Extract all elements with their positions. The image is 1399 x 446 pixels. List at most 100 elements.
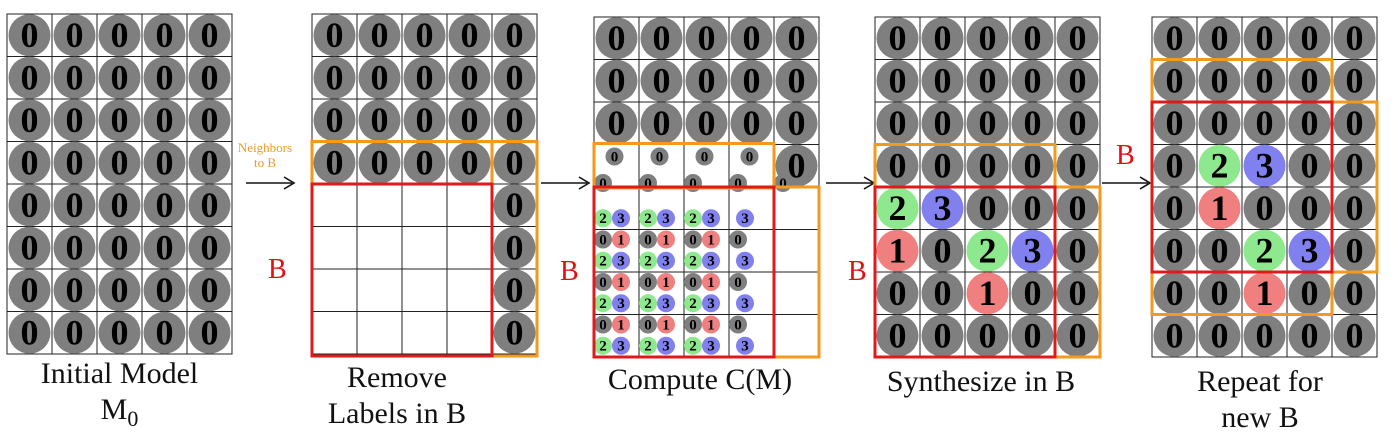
token-0: 0 xyxy=(1056,144,1099,187)
token-circle xyxy=(1333,272,1376,315)
small-token-3: 3 xyxy=(612,336,630,355)
token-2: 2 xyxy=(876,187,919,230)
token-circle xyxy=(921,187,964,230)
token-label: 3 xyxy=(617,211,625,227)
token-0: 0 xyxy=(98,311,141,354)
token-label: 1 xyxy=(617,275,625,291)
small-token-3: 3 xyxy=(736,251,754,270)
token-circle xyxy=(53,311,96,354)
token-label: 0 xyxy=(979,146,997,186)
token-0: 0 xyxy=(143,226,186,269)
token-0: 0 xyxy=(8,311,51,354)
token-0: 0 xyxy=(53,311,96,354)
token-label: 0 xyxy=(644,275,652,291)
token-label: 0 xyxy=(934,316,952,356)
token-circle xyxy=(695,147,714,166)
token-circle xyxy=(1333,229,1376,272)
grid-cell xyxy=(356,268,403,312)
token-label: 0 xyxy=(653,61,671,101)
token-0: 0 xyxy=(876,17,919,60)
token-circle xyxy=(736,209,754,228)
token-0: 0 xyxy=(921,229,964,272)
small-token-1: 1 xyxy=(612,230,630,249)
token-0: 0 xyxy=(98,184,141,227)
token-circle xyxy=(1243,102,1286,145)
token-label: 3 xyxy=(707,339,715,355)
token-circle xyxy=(98,311,141,354)
token-0: 0 xyxy=(53,226,96,269)
token-0: 0 xyxy=(1011,102,1054,145)
token-label: 0 xyxy=(608,61,626,101)
token-label: 0 xyxy=(1166,146,1184,186)
token-circle xyxy=(1011,59,1054,102)
token-0: 0 xyxy=(403,14,446,57)
small-token-0: 0 xyxy=(695,147,714,166)
token-label: 0 xyxy=(156,228,174,268)
grid-cell xyxy=(311,268,358,312)
token-circle xyxy=(594,230,612,249)
token-label: 0 xyxy=(599,232,607,248)
grid-cell xyxy=(401,268,448,312)
token-0: 0 xyxy=(98,99,141,142)
token-circle xyxy=(730,102,773,145)
token-label: 0 xyxy=(1069,316,1087,356)
token-label: 0 xyxy=(111,100,129,140)
token-0: 0 xyxy=(1153,272,1196,315)
token-circle xyxy=(876,187,919,230)
token-label: 3 xyxy=(741,254,749,270)
token-0: 0 xyxy=(8,99,51,142)
token-0: 0 xyxy=(685,102,728,145)
small-token-3: 3 xyxy=(612,294,630,313)
token-label: 3 xyxy=(934,188,952,228)
caption-initial-line1: Initial Model xyxy=(40,357,199,390)
token-0: 0 xyxy=(1333,144,1376,187)
token-0: 0 xyxy=(1198,102,1241,145)
token-0: 0 xyxy=(1153,187,1196,230)
small-token-0: 0 xyxy=(684,230,702,249)
token-0: 0 xyxy=(1243,187,1286,230)
token-circle xyxy=(684,294,702,313)
b-label-repeat: B xyxy=(1116,140,1135,171)
token-label: 3 xyxy=(662,254,670,270)
token-label: 0 xyxy=(1301,146,1319,186)
small-token-3: 3 xyxy=(657,294,675,313)
token-label: 0 xyxy=(156,15,174,55)
token-label: 1 xyxy=(662,232,670,248)
token-circle xyxy=(188,269,231,312)
caption-initial-m: M xyxy=(100,393,128,426)
token-label: 0 xyxy=(734,275,742,291)
token-label: 0 xyxy=(979,316,997,356)
token-label: 0 xyxy=(934,61,952,101)
token-circle xyxy=(143,269,186,312)
token-circle xyxy=(143,226,186,269)
token-circle xyxy=(639,209,657,228)
token-circle xyxy=(53,184,96,227)
token-label: 3 xyxy=(707,254,715,270)
token-label: 0 xyxy=(506,228,524,268)
token-label: 0 xyxy=(746,149,754,165)
token-circle xyxy=(1288,144,1331,187)
token-circle xyxy=(188,311,231,354)
token-label: 0 xyxy=(1069,18,1087,58)
token-circle xyxy=(640,17,683,60)
small-token-3: 3 xyxy=(612,251,630,270)
token-circle xyxy=(493,14,536,57)
grid-cell xyxy=(773,314,820,358)
token-label: 0 xyxy=(461,58,479,98)
token-0: 0 xyxy=(966,102,1009,145)
token-label: 2 xyxy=(599,254,607,270)
grid-cell xyxy=(356,311,403,355)
small-token-0: 0 xyxy=(740,147,759,166)
caption-synthesize: Synthesize in B xyxy=(866,364,1096,400)
token-0: 0 xyxy=(921,102,964,145)
token-label: 0 xyxy=(934,231,952,271)
token-label: 0 xyxy=(111,270,129,310)
token-circle xyxy=(53,99,96,142)
token-label: 0 xyxy=(1346,231,1364,271)
token-circle xyxy=(98,56,141,99)
token-0: 0 xyxy=(8,269,51,312)
token-circle xyxy=(448,99,491,142)
token-circle xyxy=(403,56,446,99)
token-0: 0 xyxy=(966,59,1009,102)
token-circle xyxy=(1011,102,1054,145)
